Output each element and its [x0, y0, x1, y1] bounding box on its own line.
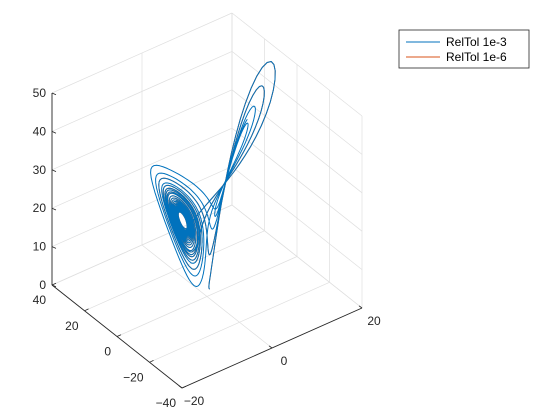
z-tick-label: 50: [33, 86, 47, 100]
y-tick-label: 40: [33, 293, 47, 307]
y-tick-mark: [181, 385, 187, 389]
z-tick-mark: [51, 246, 57, 249]
gridline-floor-y: [149, 281, 330, 363]
y-tick-mark: [51, 282, 57, 286]
legend: RelTol 1e-3 RelTol 1e-6: [398, 29, 530, 69]
gridline-back-z: [51, 89, 233, 171]
axis-lines: [51, 92, 363, 389]
gridline-back-z: [51, 166, 233, 247]
gridline-back-z: [51, 204, 233, 286]
z-tick-label: 10: [33, 240, 47, 254]
gridline-side-z: [231, 127, 363, 232]
gridline-side-z: [231, 12, 363, 117]
series-layer: [150, 61, 276, 290]
z-tick-mark: [51, 92, 57, 96]
y-tick-label: 20: [65, 319, 79, 333]
y-tick-mark: [116, 334, 122, 337]
gridline-side-z: [231, 89, 363, 194]
z-tick-mark: [51, 284, 57, 288]
legend-box: [398, 29, 530, 69]
gridline-side-z: [231, 51, 363, 155]
z-tick-mark: [51, 169, 57, 172]
y-tick-label: 0: [104, 345, 111, 359]
gridline-side-z: [231, 204, 363, 309]
grid-panes: [52, 13, 362, 388]
z-tick-label: 20: [33, 201, 47, 215]
x-tick-mark: [268, 345, 273, 349]
y-tick-mark: [149, 360, 154, 363]
gridline-floor-y: [116, 256, 298, 337]
series-line-1: [150, 61, 276, 290]
z-tick-label: 0: [39, 278, 46, 292]
gridline-back-z: [51, 127, 233, 209]
gridline-back-z: [51, 51, 233, 132]
x-tick-label: 20: [367, 314, 381, 328]
z-tick-mark: [51, 131, 57, 134]
legend-label-series-2: RelTol 1e-6: [446, 50, 507, 64]
z-tick-label: 30: [33, 163, 47, 177]
x-tick-mark: [358, 305, 363, 309]
y-tick-mark: [84, 308, 89, 312]
y-tick-label: −20: [123, 370, 144, 384]
x-tick-mark: [178, 385, 183, 389]
y-tick-label: −40: [156, 396, 177, 410]
gridline-floor-y: [84, 230, 265, 312]
z-tick-mark: [51, 207, 57, 211]
x-tick-label: 0: [281, 354, 288, 368]
z-tick-label: 40: [33, 124, 47, 138]
gridline-back-z: [51, 12, 233, 94]
gridline-side-z: [231, 166, 363, 270]
x-tick-label: −20: [184, 394, 205, 408]
legend-label-series-1: RelTol 1e-3: [446, 35, 507, 49]
